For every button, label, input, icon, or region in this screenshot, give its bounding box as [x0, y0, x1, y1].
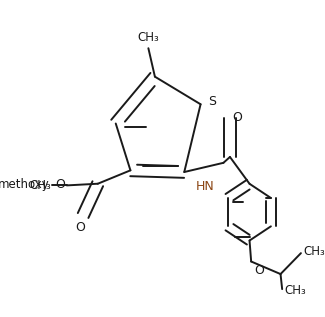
Text: O: O: [56, 178, 65, 191]
Text: methoxy: methoxy: [0, 178, 49, 191]
Text: O: O: [233, 111, 242, 124]
Text: O: O: [254, 264, 264, 277]
Text: CH₃: CH₃: [29, 179, 51, 192]
Text: S: S: [209, 95, 216, 108]
Text: O: O: [75, 221, 85, 234]
Text: CH₃: CH₃: [285, 284, 306, 297]
Text: CH₃: CH₃: [137, 31, 159, 44]
Text: CH₃: CH₃: [304, 245, 325, 258]
Text: HN: HN: [196, 180, 215, 193]
